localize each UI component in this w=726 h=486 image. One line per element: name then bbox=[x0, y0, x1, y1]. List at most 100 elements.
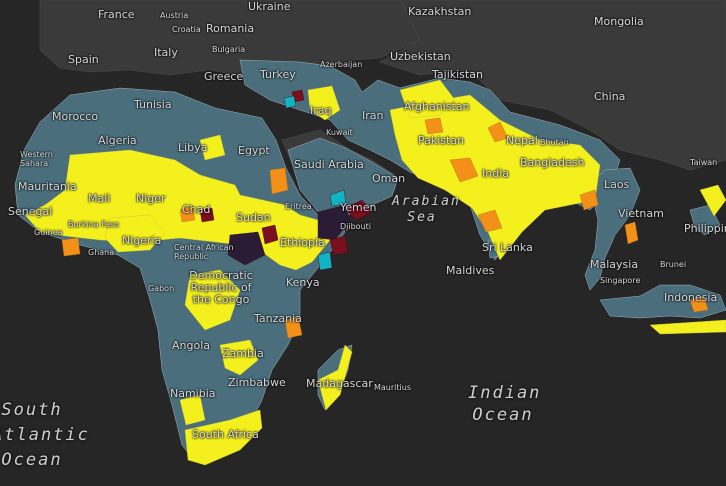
label-south-africa[interactable]: South Africa bbox=[192, 428, 259, 441]
yemen-teal bbox=[329, 189, 347, 207]
afghanistan-region bbox=[399, 79, 456, 119]
label-greece[interactable]: Greece bbox=[204, 70, 244, 83]
label-pakistan[interactable]: Pakistan bbox=[418, 134, 465, 147]
label-mauritania[interactable]: Mauritania bbox=[18, 180, 77, 193]
severe-regions bbox=[199, 89, 373, 271]
label-algeria[interactable]: Algeria bbox=[98, 134, 137, 147]
label-guinea[interactable]: Guinea bbox=[34, 228, 63, 237]
south-sudan-dark bbox=[227, 231, 266, 266]
south-asia bbox=[389, 94, 601, 261]
label-france[interactable]: France bbox=[98, 8, 135, 21]
label-western-sahara[interactable]: Western Sahara bbox=[20, 150, 53, 168]
label-oman[interactable]: Oman bbox=[372, 172, 406, 185]
orange-regions bbox=[61, 117, 709, 339]
label-indonesia[interactable]: Indonesia bbox=[664, 291, 718, 304]
myanmar-orange bbox=[579, 189, 599, 211]
label-nepal[interactable]: Nepal bbox=[506, 134, 538, 147]
label-azerbaijan[interactable]: Azerbaijan bbox=[320, 60, 363, 69]
label-tunisia[interactable]: Tunisia bbox=[134, 98, 172, 111]
madagascar-south bbox=[317, 344, 353, 411]
pakistan-orange bbox=[424, 117, 444, 135]
india-orange-1 bbox=[449, 157, 479, 183]
label-senegal[interactable]: Senegal bbox=[8, 205, 53, 218]
label-djibouti[interactable]: Djibouti bbox=[340, 222, 372, 231]
label-mali[interactable]: Mali bbox=[88, 192, 111, 205]
label-ethiopia[interactable]: Ethiopia bbox=[280, 236, 325, 249]
label-spain[interactable]: Spain bbox=[68, 53, 99, 66]
westafrica-orange bbox=[61, 237, 81, 257]
label-afghanistan[interactable]: Afghanistan bbox=[404, 100, 470, 113]
label-nigeria[interactable]: Nigeria bbox=[122, 234, 162, 247]
kenya-teal bbox=[317, 251, 333, 271]
label-tanzania[interactable]: Tanzania bbox=[254, 312, 302, 325]
label-zambia[interactable]: Zambia bbox=[222, 347, 264, 360]
sudan-orange bbox=[269, 167, 289, 195]
iraq-region bbox=[307, 85, 341, 121]
chad-orange bbox=[179, 205, 196, 223]
label-india[interactable]: India bbox=[482, 167, 509, 180]
label-burkina-faso[interactable]: Burkina Faso bbox=[68, 220, 120, 229]
label-ukraine[interactable]: Ukraine bbox=[248, 0, 291, 13]
label-taiwan[interactable]: Taiwan bbox=[690, 158, 718, 167]
label-central-african-republic[interactable]: Central African Republic bbox=[174, 243, 234, 261]
sahel-red bbox=[199, 207, 215, 223]
somalia-red bbox=[329, 235, 349, 256]
label-brunei[interactable]: Brunei bbox=[660, 260, 687, 269]
label-kuwait[interactable]: Kuwait bbox=[326, 128, 353, 137]
label-ghana[interactable]: Ghana bbox=[88, 248, 115, 257]
label-morocco[interactable]: Morocco bbox=[52, 110, 99, 123]
label-niger[interactable]: Niger bbox=[136, 192, 166, 205]
label-angola[interactable]: Angola bbox=[172, 339, 211, 352]
central-africa-patch bbox=[184, 269, 241, 331]
label-maldives[interactable]: Maldives bbox=[446, 264, 495, 277]
namibia-region bbox=[179, 394, 206, 426]
label-kenya[interactable]: Kenya bbox=[286, 276, 320, 289]
label-bulgaria[interactable]: Bulgaria bbox=[212, 45, 246, 54]
label-saudi-arabia[interactable]: Saudi Arabia bbox=[294, 158, 364, 171]
label-bangladesh[interactable]: Bangladesh bbox=[520, 156, 585, 169]
label-vietnam[interactable]: Vietnam bbox=[618, 207, 664, 220]
label-tajikistan[interactable]: Tajikistan bbox=[432, 68, 483, 81]
india-orange-3 bbox=[477, 209, 503, 233]
label-mongolia[interactable]: Mongolia bbox=[594, 15, 644, 28]
label-iran[interactable]: Iran bbox=[362, 109, 384, 122]
libya-patch bbox=[199, 134, 226, 161]
label-mauritius[interactable]: Mauritius bbox=[374, 383, 411, 392]
label-kazakhstan[interactable]: Kazakhstan bbox=[408, 5, 472, 18]
label-singapore[interactable]: Singapore bbox=[600, 276, 641, 285]
india-orange-2 bbox=[487, 121, 509, 143]
label-turkey[interactable]: Turkey bbox=[260, 68, 296, 81]
label-laos[interactable]: Laos bbox=[604, 178, 630, 191]
label-romania[interactable]: Romania bbox=[206, 22, 255, 35]
label-malaysia[interactable]: Malaysia bbox=[590, 258, 639, 271]
label-zimbabwe[interactable]: Zimbabwe bbox=[228, 376, 286, 389]
label-bhutan[interactable]: Bhutan bbox=[540, 138, 569, 147]
label-china[interactable]: China bbox=[594, 90, 626, 103]
label-madagascar[interactable]: Madagascar bbox=[306, 377, 373, 390]
label-eritrea[interactable]: Eritrea bbox=[285, 202, 312, 211]
label-egypt[interactable]: Egypt bbox=[238, 144, 270, 157]
label-chad[interactable]: Chad bbox=[182, 203, 211, 216]
label-south-atlantic: South Atlantic Ocean bbox=[0, 400, 90, 470]
label-italy[interactable]: Italy bbox=[154, 46, 178, 59]
label-yemen[interactable]: Yemen bbox=[340, 201, 377, 214]
label-libya[interactable]: Libya bbox=[178, 141, 208, 154]
europe-landmass bbox=[39, 0, 421, 81]
south-africa-region bbox=[184, 409, 263, 466]
arabian-peninsula bbox=[287, 137, 399, 219]
label-sri-lanka[interactable]: Sri Lanka bbox=[482, 241, 533, 254]
label-uzbekistan[interactable]: Uzbekistan bbox=[390, 50, 451, 63]
label-philippines[interactable]: Philippines bbox=[684, 222, 726, 235]
label-gabon[interactable]: Gabon bbox=[148, 284, 175, 293]
label-austria[interactable]: Austria bbox=[160, 11, 189, 20]
label-iraq[interactable]: Iraq bbox=[310, 104, 332, 117]
label-namibia[interactable]: Namibia bbox=[170, 387, 216, 400]
indonesia-yellow bbox=[649, 319, 726, 335]
label-drc[interactable]: Democratic Republic of the Congo bbox=[189, 269, 253, 306]
label-croatia[interactable]: Croatia bbox=[172, 25, 201, 34]
kenya-orange bbox=[284, 315, 303, 339]
label-sudan[interactable]: Sudan bbox=[236, 211, 271, 224]
somalia-dark bbox=[317, 204, 351, 241]
